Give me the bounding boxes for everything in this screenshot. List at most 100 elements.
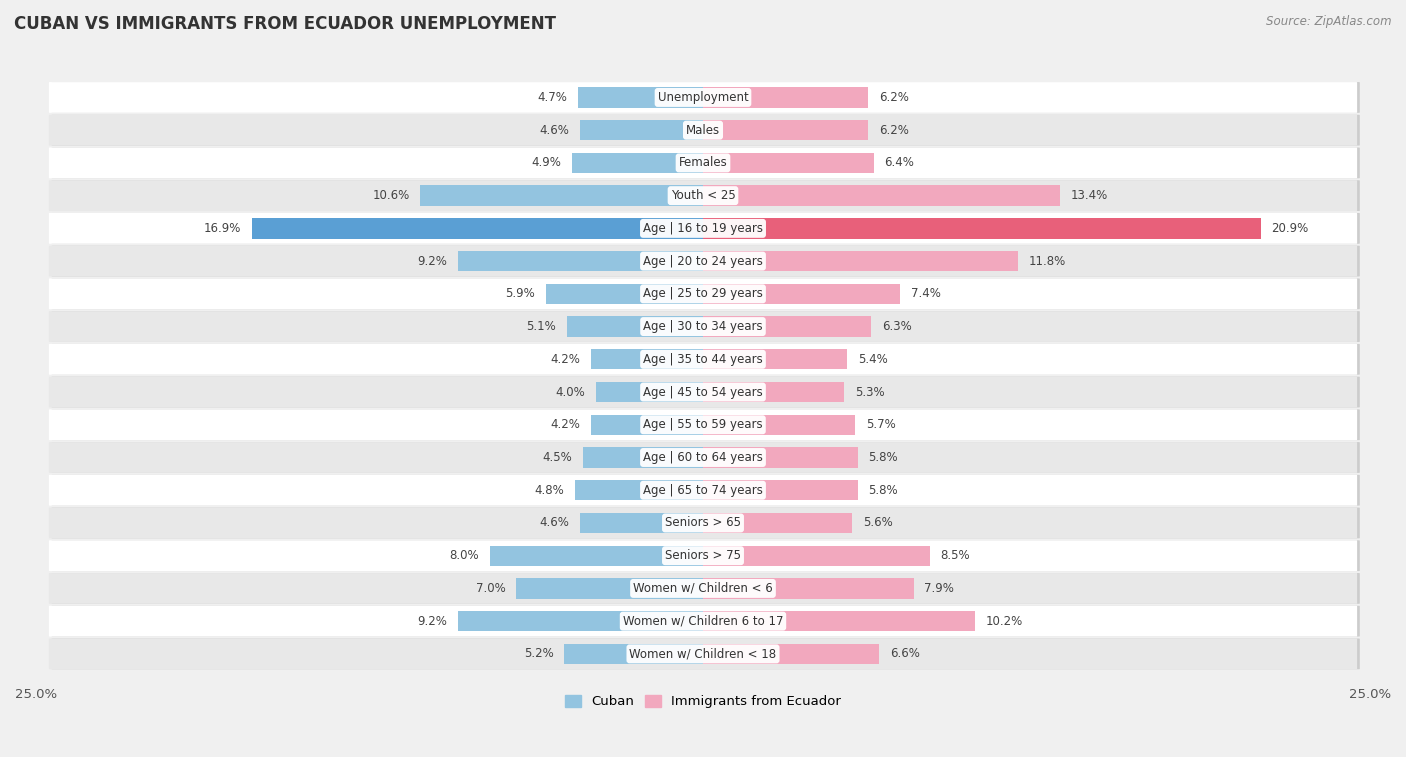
- FancyBboxPatch shape: [52, 606, 1360, 637]
- Bar: [591, 415, 703, 435]
- Text: 7.9%: 7.9%: [924, 582, 955, 595]
- Text: 4.9%: 4.9%: [531, 157, 561, 170]
- Text: 16.9%: 16.9%: [204, 222, 242, 235]
- Text: 6.4%: 6.4%: [884, 157, 914, 170]
- Bar: [703, 349, 846, 369]
- Bar: [703, 87, 869, 107]
- FancyBboxPatch shape: [49, 573, 1357, 604]
- FancyBboxPatch shape: [49, 115, 1357, 145]
- Text: Age | 30 to 34 years: Age | 30 to 34 years: [643, 320, 763, 333]
- Text: Women w/ Children < 6: Women w/ Children < 6: [633, 582, 773, 595]
- Bar: [581, 512, 703, 533]
- Bar: [703, 153, 873, 173]
- Bar: [703, 415, 855, 435]
- Bar: [583, 447, 703, 468]
- Text: 5.4%: 5.4%: [858, 353, 887, 366]
- Bar: [703, 316, 872, 337]
- Bar: [703, 218, 1261, 238]
- Text: 5.1%: 5.1%: [526, 320, 557, 333]
- FancyBboxPatch shape: [49, 344, 1357, 375]
- Text: CUBAN VS IMMIGRANTS FROM ECUADOR UNEMPLOYMENT: CUBAN VS IMMIGRANTS FROM ECUADOR UNEMPLO…: [14, 15, 555, 33]
- Text: Unemployment: Unemployment: [658, 91, 748, 104]
- Text: 9.2%: 9.2%: [418, 615, 447, 628]
- Bar: [575, 480, 703, 500]
- FancyBboxPatch shape: [49, 475, 1357, 506]
- Text: Age | 60 to 64 years: Age | 60 to 64 years: [643, 451, 763, 464]
- Bar: [578, 87, 703, 107]
- Bar: [703, 512, 852, 533]
- Text: Females: Females: [679, 157, 727, 170]
- Bar: [703, 578, 914, 599]
- Text: Youth < 25: Youth < 25: [671, 189, 735, 202]
- Bar: [703, 185, 1060, 206]
- FancyBboxPatch shape: [52, 311, 1360, 342]
- Text: 5.9%: 5.9%: [505, 288, 534, 301]
- Text: 10.2%: 10.2%: [986, 615, 1024, 628]
- Text: 5.6%: 5.6%: [863, 516, 893, 529]
- Bar: [703, 447, 858, 468]
- Text: Seniors > 65: Seniors > 65: [665, 516, 741, 529]
- FancyBboxPatch shape: [52, 573, 1360, 604]
- Text: Women w/ Children 6 to 17: Women w/ Children 6 to 17: [623, 615, 783, 628]
- Text: 5.2%: 5.2%: [524, 647, 554, 660]
- FancyBboxPatch shape: [52, 344, 1360, 375]
- FancyBboxPatch shape: [49, 180, 1357, 211]
- Text: Age | 45 to 54 years: Age | 45 to 54 years: [643, 385, 763, 398]
- FancyBboxPatch shape: [52, 213, 1360, 244]
- Bar: [703, 120, 869, 140]
- FancyBboxPatch shape: [49, 410, 1357, 440]
- Bar: [457, 611, 703, 631]
- FancyBboxPatch shape: [49, 606, 1357, 637]
- Bar: [703, 480, 858, 500]
- Bar: [457, 251, 703, 271]
- Text: Women w/ Children < 18: Women w/ Children < 18: [630, 647, 776, 660]
- Text: 5.8%: 5.8%: [869, 451, 898, 464]
- Bar: [591, 349, 703, 369]
- Bar: [703, 382, 845, 402]
- FancyBboxPatch shape: [52, 638, 1360, 669]
- Text: 11.8%: 11.8%: [1028, 254, 1066, 268]
- FancyBboxPatch shape: [52, 475, 1360, 506]
- Bar: [703, 546, 929, 565]
- Bar: [567, 316, 703, 337]
- FancyBboxPatch shape: [52, 180, 1360, 211]
- Text: Age | 55 to 59 years: Age | 55 to 59 years: [643, 419, 763, 431]
- Legend: Cuban, Immigrants from Ecuador: Cuban, Immigrants from Ecuador: [560, 690, 846, 714]
- Text: 4.8%: 4.8%: [534, 484, 564, 497]
- Bar: [703, 251, 1018, 271]
- Text: 6.2%: 6.2%: [879, 123, 908, 137]
- Text: Seniors > 75: Seniors > 75: [665, 549, 741, 562]
- Text: 4.6%: 4.6%: [540, 516, 569, 529]
- Text: 6.3%: 6.3%: [882, 320, 911, 333]
- Text: Males: Males: [686, 123, 720, 137]
- Text: 5.7%: 5.7%: [866, 419, 896, 431]
- Text: 20.9%: 20.9%: [1271, 222, 1309, 235]
- Text: Age | 20 to 24 years: Age | 20 to 24 years: [643, 254, 763, 268]
- Text: 7.0%: 7.0%: [475, 582, 506, 595]
- Text: 6.6%: 6.6%: [890, 647, 920, 660]
- FancyBboxPatch shape: [49, 377, 1357, 407]
- Bar: [581, 120, 703, 140]
- Text: 4.7%: 4.7%: [537, 91, 567, 104]
- Bar: [596, 382, 703, 402]
- Text: 4.2%: 4.2%: [550, 419, 581, 431]
- FancyBboxPatch shape: [52, 377, 1360, 407]
- Bar: [572, 153, 703, 173]
- Bar: [252, 218, 703, 238]
- Text: 9.2%: 9.2%: [418, 254, 447, 268]
- FancyBboxPatch shape: [49, 540, 1357, 571]
- Text: 8.5%: 8.5%: [941, 549, 970, 562]
- Bar: [489, 546, 703, 565]
- FancyBboxPatch shape: [49, 279, 1357, 309]
- FancyBboxPatch shape: [52, 410, 1360, 440]
- FancyBboxPatch shape: [52, 279, 1360, 309]
- FancyBboxPatch shape: [49, 638, 1357, 669]
- FancyBboxPatch shape: [49, 82, 1357, 113]
- Text: 10.6%: 10.6%: [373, 189, 409, 202]
- Text: 13.4%: 13.4%: [1071, 189, 1108, 202]
- FancyBboxPatch shape: [49, 213, 1357, 244]
- Text: Age | 25 to 29 years: Age | 25 to 29 years: [643, 288, 763, 301]
- Text: Source: ZipAtlas.com: Source: ZipAtlas.com: [1267, 15, 1392, 28]
- Bar: [703, 611, 976, 631]
- Text: Age | 65 to 74 years: Age | 65 to 74 years: [643, 484, 763, 497]
